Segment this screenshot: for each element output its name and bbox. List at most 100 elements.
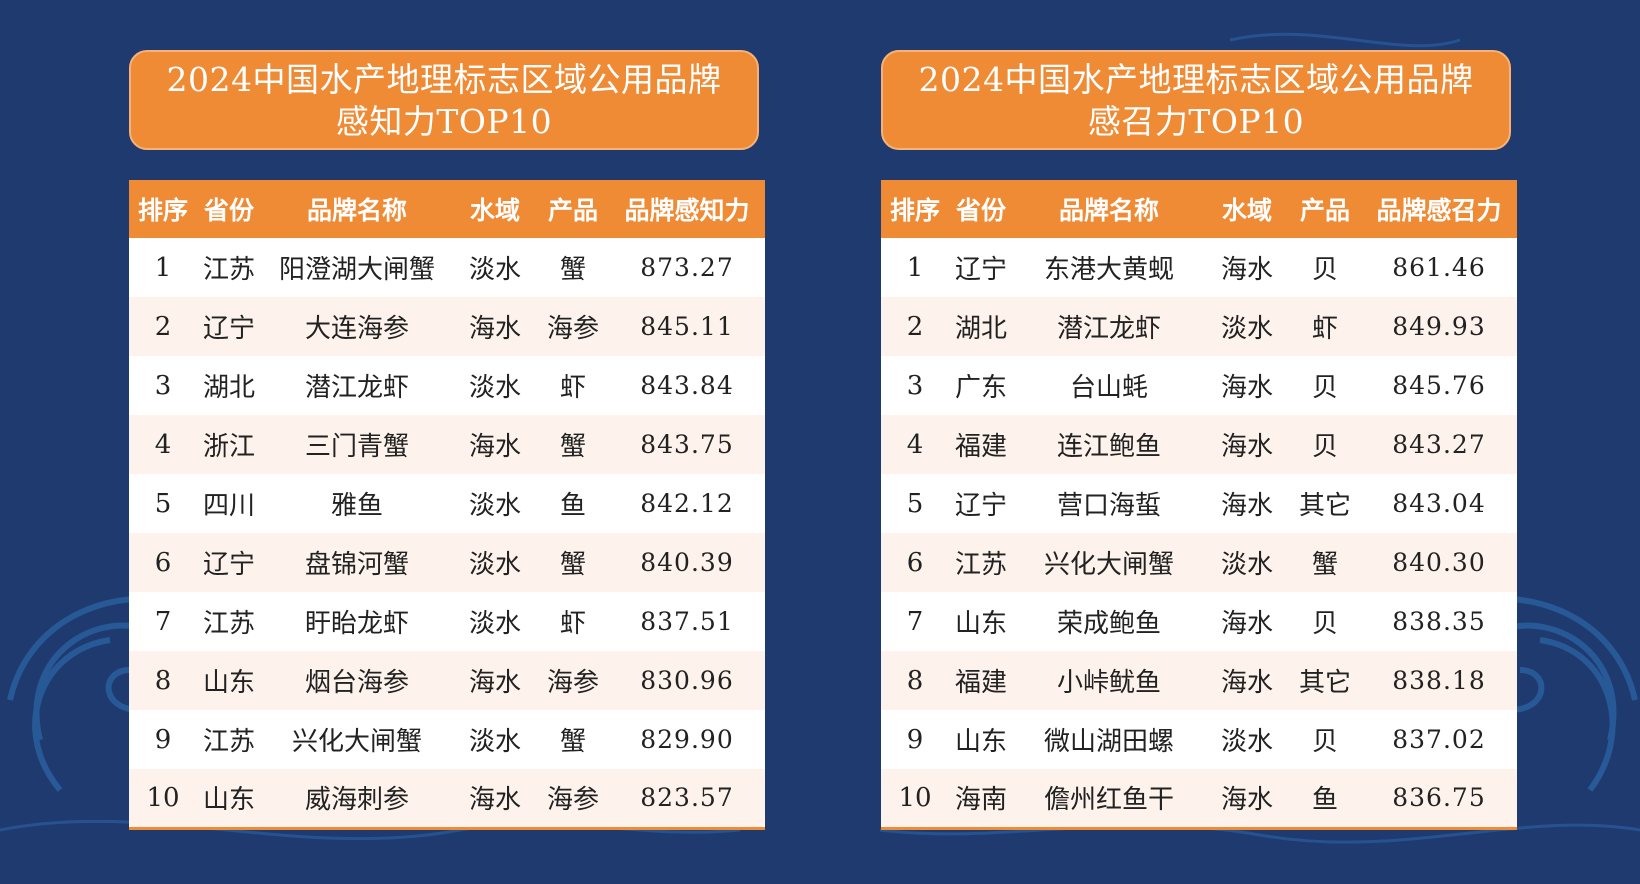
ranking-table: 排序 省份 品牌名称 水域 产品 品牌感召力 1 辽宁 东港大黄蚬 海水贝 861.46… [881, 180, 1517, 830]
rank-cell: 5 [906, 488, 924, 519]
product-cell: 贝 [1311, 727, 1338, 757]
product-cell: 其它 [1298, 668, 1351, 698]
water-type-cell: 淡水 [1220, 314, 1273, 344]
brand-name-cell: 盘锦河蟹 [304, 550, 409, 580]
product-cell: 蟹 [559, 727, 586, 757]
product-cell: 海参 [546, 314, 599, 344]
product-cell: 蟹 [559, 550, 586, 580]
score-cell: 840.30 [1392, 548, 1486, 577]
water-type-cell: 海水 [1220, 609, 1273, 639]
score-cell: 843.27 [1392, 430, 1486, 459]
province-cell: 湖北 [202, 373, 255, 403]
score-cell: 840.39 [640, 548, 734, 577]
water-type-cell: 海水 [468, 314, 521, 344]
brand-name-cell: 台山蚝 [1069, 373, 1148, 403]
rank-cell: 6 [906, 547, 924, 578]
province-cell: 福建 [954, 668, 1007, 698]
water-type-cell: 海水 [1220, 255, 1273, 285]
brand-name-cell: 潜江龙虾 [304, 373, 409, 403]
brand-name-cell: 三门青蟹 [304, 432, 409, 462]
product-cell: 贝 [1311, 373, 1338, 403]
score-cell: 838.18 [1392, 666, 1486, 695]
province-cell: 山东 [202, 668, 255, 698]
table-row: 5 四川 雅鱼 淡水 鱼 842.12 [129, 474, 765, 533]
score-cell: 830.96 [640, 666, 734, 695]
column-header: 省份 [955, 196, 1006, 225]
score-cell: 842.12 [640, 489, 734, 518]
water-type-cell: 淡水 [468, 550, 521, 580]
province-cell: 辽宁 [202, 550, 255, 580]
score-cell: 823.57 [640, 783, 734, 813]
score-cell: 837.51 [640, 607, 734, 636]
water-type-cell: 淡水 [468, 609, 521, 639]
rank-cell: 8 [154, 665, 172, 696]
score-cell: 836.75 [1392, 783, 1486, 813]
column-header: 排序 [137, 196, 188, 225]
water-type-cell: 海水 [1220, 785, 1273, 816]
brand-name-cell: 兴化大闸蟹 [1043, 550, 1174, 580]
column-header: 产品 [1299, 196, 1350, 225]
brand-name-cell: 小峠鱿鱼 [1056, 668, 1161, 698]
product-cell: 鱼 [1311, 785, 1338, 816]
rank-cell: 1 [906, 252, 924, 283]
rank-cell: 3 [154, 370, 172, 401]
province-cell: 江苏 [202, 609, 255, 639]
table-row: 9 山东 微山湖田螺 淡水 贝 837.02 [881, 710, 1517, 769]
score-cell: 845.11 [640, 312, 734, 341]
table-row: 3 广东 台山蚝 海水 贝 845.76 [881, 356, 1517, 415]
product-cell: 蟹 [1311, 550, 1338, 580]
rank-cell: 2 [906, 311, 924, 342]
column-header: 水域 [1221, 196, 1272, 225]
rank-cell: 6 [154, 547, 172, 578]
score-cell: 845.76 [1392, 371, 1486, 400]
table-row: 6 辽宁 盘锦河蟹 淡水 蟹 840.39 [129, 533, 765, 592]
rank-cell: 5 [154, 488, 172, 519]
brand-name-cell: 雅鱼 [330, 491, 383, 521]
table-row: 10 山东 威海刺参 海水 海参 823.57 [129, 769, 765, 828]
water-type-cell: 淡水 [468, 373, 521, 403]
column-header: 水域 [469, 196, 520, 225]
table-row: 8 山东 烟台海参 海水 海参 830.96 [129, 651, 765, 710]
brand-name-cell: 潜江龙虾 [1056, 314, 1161, 344]
table-row: 1 辽宁 东港大黄蚬 海水 贝 861.46 [881, 238, 1517, 297]
ranking-table: 排序 省份 品牌名称 水域 产品 品牌感知力 1 江苏 阳澄湖大闸蟹 淡水蟹 873.2… [129, 180, 765, 830]
brand-name-cell: 营口海蜇 [1056, 491, 1161, 521]
score-cell: 861.46 [1392, 253, 1486, 282]
brand-name-cell: 盱眙龙虾 [304, 609, 409, 639]
title-line-2: 感知力TOP10 [335, 102, 553, 141]
rank-cell: 4 [906, 429, 924, 460]
title-line-2: 感召力TOP10 [1087, 102, 1305, 141]
province-cell: 辽宁 [954, 491, 1007, 521]
column-header: 品牌感召力 [1376, 196, 1502, 225]
water-type-cell: 淡水 [468, 255, 521, 285]
table-row: 5 辽宁 营口海蜇 海水 其它 843.04 [881, 474, 1517, 533]
province-cell: 浙江 [202, 432, 255, 462]
score-cell: 873.27 [640, 253, 734, 282]
water-type-cell: 海水 [1220, 668, 1273, 698]
rank-cell: 2 [154, 311, 172, 342]
province-cell: 山东 [202, 785, 255, 816]
water-type-cell: 海水 [1220, 373, 1273, 403]
title-line-1: 2024中国水产地理标志区域公用品牌 [166, 60, 722, 99]
brand-name-cell: 兴化大闸蟹 [291, 727, 422, 757]
table-row: 4 浙江 三门青蟹 海水 蟹 843.75 [129, 415, 765, 474]
column-header: 排序 [889, 196, 940, 225]
water-type-cell: 海水 [468, 668, 521, 698]
table-row: 3 湖北 潜江龙虾 淡水 虾 843.84 [129, 356, 765, 415]
water-type-cell: 淡水 [1220, 727, 1273, 757]
rank-cell: 4 [154, 429, 172, 460]
score-cell: 843.04 [1392, 489, 1486, 518]
product-cell: 鱼 [559, 491, 586, 521]
brand-name-cell: 儋州红鱼干 [1043, 785, 1174, 816]
rank-cell: 10 [898, 782, 932, 813]
table-row: 2 湖北 潜江龙虾 淡水 虾 849.93 [881, 297, 1517, 356]
table-row: 8 福建 小峠鱿鱼 海水 其它 838.18 [881, 651, 1517, 710]
water-type-cell: 海水 [468, 785, 521, 816]
product-cell: 虾 [559, 609, 586, 639]
province-cell: 江苏 [202, 255, 255, 285]
score-cell: 843.75 [640, 430, 734, 459]
water-type-cell: 海水 [1220, 491, 1273, 521]
brand-name-cell: 微山湖田螺 [1043, 727, 1174, 757]
product-cell: 贝 [1311, 609, 1338, 639]
